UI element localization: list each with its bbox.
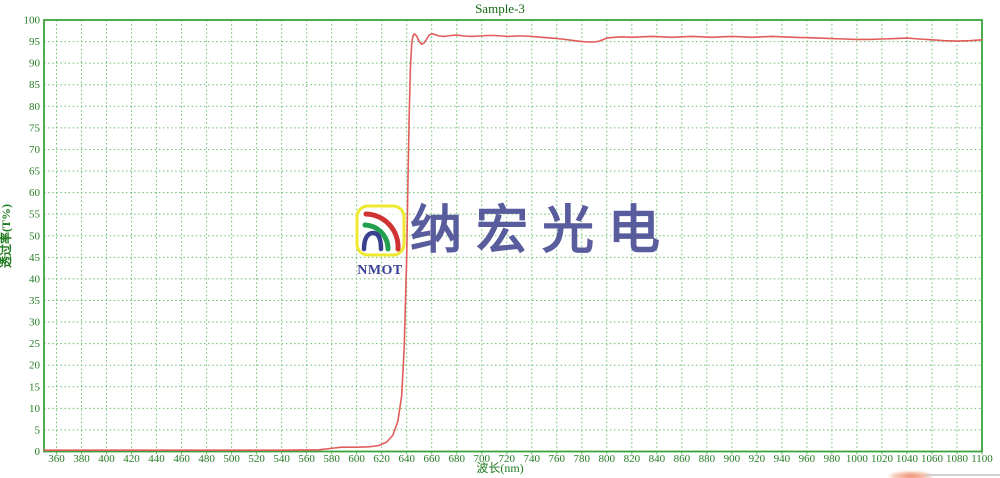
x-tick-label: 360 (48, 453, 65, 465)
x-tick-label: 1000 (846, 453, 869, 465)
x-tick-label: 480 (198, 453, 215, 465)
x-tick-label: 960 (799, 453, 816, 465)
x-tick-label: 400 (98, 453, 115, 465)
x-tick-label: 860 (674, 453, 691, 465)
y-tick-label: 25 (29, 338, 41, 350)
x-tick-label: 900 (724, 453, 741, 465)
grid-lines (44, 20, 982, 452)
x-tick-label: 660 (423, 453, 440, 465)
x-tick-label: 460 (173, 453, 190, 465)
x-tick-label: 880 (699, 453, 716, 465)
y-tick-label: 80 (29, 101, 41, 113)
x-tick-label: 420 (123, 453, 140, 465)
x-tick-label: 720 (498, 453, 515, 465)
x-tick-label: 440 (148, 453, 165, 465)
x-tick-label: 700 (473, 453, 490, 465)
x-tick-label: 760 (549, 453, 566, 465)
x-tick-label: 380 (73, 453, 90, 465)
y-tick-label: 100 (24, 15, 41, 27)
x-tick-label: 540 (273, 453, 290, 465)
x-tick-label: 620 (373, 453, 390, 465)
x-tick-label: 680 (448, 453, 465, 465)
y-tick-label: 20 (29, 360, 41, 372)
x-tick-label: 520 (248, 453, 265, 465)
axis-tick-labels: 360 380 400 420 440 460 480 500 520 540 560 580 600 6… (24, 15, 994, 466)
y-tick-label: 35 (29, 295, 41, 307)
y-tick-label: 50 (29, 230, 41, 242)
x-tick-label: 580 (323, 453, 340, 465)
y-axis-label: 透过率(T%) (0, 204, 13, 268)
chart-title: Sample-3 (475, 1, 525, 16)
x-axis-label: 波长(nm) (476, 461, 523, 475)
x-tick-label: 500 (223, 453, 240, 465)
x-tick-label: 940 (774, 453, 791, 465)
x-tick-label: 1060 (921, 453, 944, 465)
orange-smudge (888, 471, 934, 478)
y-tick-label: 40 (29, 273, 41, 285)
y-tick-label: 15 (29, 381, 41, 393)
x-tick-label: 560 (298, 453, 315, 465)
y-tick-label: 95 (29, 36, 41, 48)
y-tick-label: 60 (29, 187, 41, 199)
x-tick-label: 780 (574, 453, 591, 465)
y-tick-label: 65 (29, 166, 41, 178)
x-tick-label: 980 (824, 453, 841, 465)
y-tick-label: 5 (35, 424, 41, 436)
x-tick-label: 740 (524, 453, 541, 465)
y-tick-label: 10 (29, 403, 41, 415)
x-tick-label: 1100 (971, 453, 993, 465)
x-tick-label: 1020 (871, 453, 894, 465)
x-tick-label: 800 (599, 453, 616, 465)
y-tick-label: 30 (29, 317, 41, 329)
y-tick-label: 70 (29, 144, 41, 156)
y-tick-label: 45 (29, 252, 41, 264)
x-tick-label: 1080 (946, 453, 969, 465)
x-tick-label: 640 (398, 453, 415, 465)
y-tick-label: 85 (29, 79, 41, 91)
plot-border (43, 19, 983, 453)
y-tick-label: 75 (29, 122, 41, 134)
x-tick-label: 840 (649, 453, 666, 465)
x-tick-label: 920 (749, 453, 766, 465)
x-tick-label: 600 (348, 453, 365, 465)
x-tick-label: 820 (624, 453, 641, 465)
y-tick-label: 0 (35, 446, 41, 458)
y-tick-label: 55 (29, 209, 41, 221)
y-tick-label: 90 (29, 58, 41, 70)
x-tick-label: 1040 (896, 453, 919, 465)
transmission-curve (43, 32, 983, 452)
gray-line (926, 474, 1000, 476)
bottom-edge-artifact (878, 469, 1000, 478)
